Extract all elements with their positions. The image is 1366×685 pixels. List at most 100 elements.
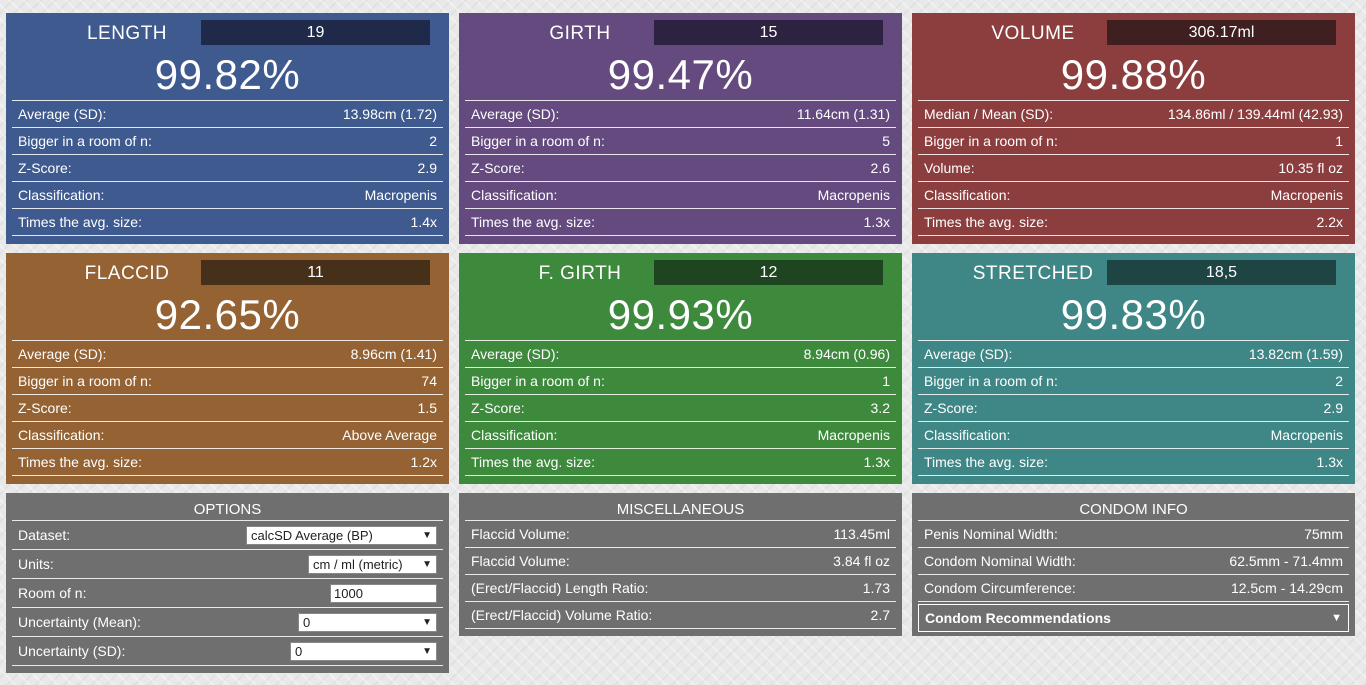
uncertainty-mean-select[interactable]: 0 ▼	[298, 612, 437, 632]
length-card: LENGTH 19 99.82% Average (SD): 13.98cm (1…	[6, 13, 449, 244]
misc-row: Flaccid Volume: 113.45ml	[465, 521, 896, 548]
chevron-down-icon: ▼	[1331, 612, 1342, 624]
stat-row: Z-Score: 2.6	[465, 155, 896, 182]
condom-value: 75mm	[1304, 526, 1343, 542]
stat-label: Times the avg. size:	[18, 454, 142, 470]
stat-value: 11.64cm (1.31)	[796, 106, 890, 122]
stat-label: Volume:	[924, 160, 975, 176]
panel-title: OPTIONS	[12, 493, 443, 521]
misc-label: (Erect/Flaccid) Length Ratio:	[471, 580, 649, 596]
girth-input[interactable]: 15	[654, 20, 883, 45]
condom-info-panel: CONDOM INFO Penis Nominal Width: 75mm Con…	[912, 493, 1355, 636]
percentile: 92.65%	[154, 291, 301, 338]
percentile: 99.88%	[1060, 51, 1207, 98]
stat-row: Average (SD): 13.82cm (1.59)	[918, 341, 1349, 368]
girth-card: GIRTH 15 99.47% Average (SD): 11.64cm (1.…	[459, 13, 902, 244]
room-row: Room of n: 1000	[12, 579, 443, 608]
stat-value: 74	[421, 373, 437, 389]
dataset-select[interactable]: calcSD Average (BP) ▼	[246, 525, 437, 545]
stat-label: Bigger in a room of n:	[924, 373, 1058, 389]
card-title: GIRTH	[549, 23, 611, 44]
condom-recommendations-label: Condom Recommendations	[925, 610, 1111, 626]
stat-label: Times the avg. size:	[924, 214, 1048, 230]
stat-value: Macropenis	[1270, 187, 1343, 203]
volume-output: 306.17ml	[1107, 20, 1336, 45]
percentile: 99.83%	[1060, 291, 1207, 338]
flaccid-input[interactable]: 11	[201, 260, 430, 285]
flaccid-card: FLACCID 11 92.65% Average (SD): 8.96cm (1…	[6, 253, 449, 484]
stat-label: Average (SD):	[18, 106, 107, 122]
stat-row: Z-Score: 3.2	[465, 395, 896, 422]
stat-label: Classification:	[18, 427, 105, 443]
card-title: VOLUME	[991, 23, 1075, 44]
misc-label: (Erect/Flaccid) Volume Ratio:	[471, 607, 653, 623]
stat-value: 2	[429, 133, 437, 149]
stat-value: 1	[882, 373, 890, 389]
stat-row: Bigger in a room of n: 1	[918, 128, 1349, 155]
stat-value: 2	[1335, 373, 1343, 389]
stat-label: Average (SD):	[924, 346, 1013, 362]
stat-label: Bigger in a room of n:	[924, 133, 1058, 149]
percentile: 99.82%	[154, 51, 301, 98]
stat-value: 3.2	[870, 400, 890, 416]
stat-value: 1.4x	[410, 214, 437, 230]
stat-label: Classification:	[471, 187, 558, 203]
stat-value: Above Average	[342, 427, 437, 443]
uncertainty-sd-label: Uncertainty (SD):	[18, 643, 126, 659]
volume-card: VOLUME 306.17ml 99.88% Median / Mean (SD…	[912, 13, 1355, 244]
condom-label: Condom Circumference:	[924, 580, 1076, 596]
stat-row: Times the avg. size: 1.4x	[12, 209, 443, 236]
stat-value: 13.82cm (1.59)	[1248, 346, 1343, 362]
condom-recommendations-toggle[interactable]: Condom Recommendations ▼	[918, 604, 1349, 632]
stat-value: 134.86ml / 139.44ml (42.93)	[1167, 106, 1343, 122]
units-select[interactable]: cm / ml (metric) ▼	[308, 554, 437, 574]
uncertainty-sd-select[interactable]: 0 ▼	[290, 641, 437, 661]
misc-value: 2.7	[870, 607, 890, 623]
stat-label: Z-Score:	[471, 400, 525, 416]
stretched-card: STRETCHED 18,5 99.83% Average (SD): 13.82…	[912, 253, 1355, 484]
uncertainty-mean-row: Uncertainty (Mean): 0 ▼	[12, 608, 443, 637]
stat-value: Macropenis	[1270, 427, 1343, 443]
stat-value: 2.2x	[1316, 214, 1343, 230]
condom-value: 12.5cm - 14.29cm	[1230, 580, 1343, 596]
options-panel: OPTIONS Dataset: calcSD Average (BP) ▼ U…	[6, 493, 449, 673]
room-label: Room of n:	[18, 585, 87, 601]
uncertainty-sd-value: 0	[295, 643, 303, 659]
stat-row: Times the avg. size: 1.2x	[12, 449, 443, 476]
stat-label: Times the avg. size:	[471, 454, 595, 470]
stat-row: Bigger in a room of n: 2	[918, 368, 1349, 395]
stat-value: 8.96cm (1.41)	[350, 346, 437, 362]
dataset-label: Dataset:	[18, 527, 71, 543]
stat-label: Z-Score:	[18, 160, 72, 176]
misc-label: Flaccid Volume:	[471, 553, 570, 569]
stat-value: 1.3x	[1316, 454, 1343, 470]
stat-label: Z-Score:	[924, 400, 978, 416]
length-input[interactable]: 19	[201, 20, 430, 45]
stat-row: Classification: Above Average	[12, 422, 443, 449]
condom-row: Penis Nominal Width: 75mm	[918, 521, 1349, 548]
units-value: cm / ml (metric)	[313, 556, 403, 572]
stat-value: Macropenis	[817, 187, 890, 203]
misc-row: Flaccid Volume: 3.84 fl oz	[465, 548, 896, 575]
stat-row: Volume: 10.35 fl oz	[918, 155, 1349, 182]
room-input[interactable]: 1000	[330, 583, 437, 603]
card-title: STRETCHED	[972, 263, 1094, 284]
card-title: FLACCID	[84, 263, 170, 284]
stat-label: Classification:	[924, 187, 1011, 203]
dataset-value: calcSD Average (BP)	[251, 527, 373, 543]
misc-row: (Erect/Flaccid) Volume Ratio: 2.7	[465, 602, 896, 629]
stat-row: Bigger in a room of n: 5	[465, 128, 896, 155]
chevron-down-icon: ▼	[422, 616, 432, 628]
stat-label: Z-Score:	[18, 400, 72, 416]
stat-row: Times the avg. size: 1.3x	[465, 209, 896, 236]
flaccid-girth-input[interactable]: 12	[654, 260, 883, 285]
stat-label: Bigger in a room of n:	[471, 373, 605, 389]
misc-label: Flaccid Volume:	[471, 526, 570, 542]
stat-label: Classification:	[471, 427, 558, 443]
stat-value: 8.94cm (0.96)	[803, 346, 890, 362]
condom-row: Condom Nominal Width: 62.5mm - 71.4mm	[918, 548, 1349, 575]
stretched-input[interactable]: 18,5	[1107, 260, 1336, 285]
card-title: F. GIRTH	[538, 263, 622, 284]
percentile: 99.47%	[607, 51, 754, 98]
panel-title: CONDOM INFO	[918, 493, 1349, 521]
